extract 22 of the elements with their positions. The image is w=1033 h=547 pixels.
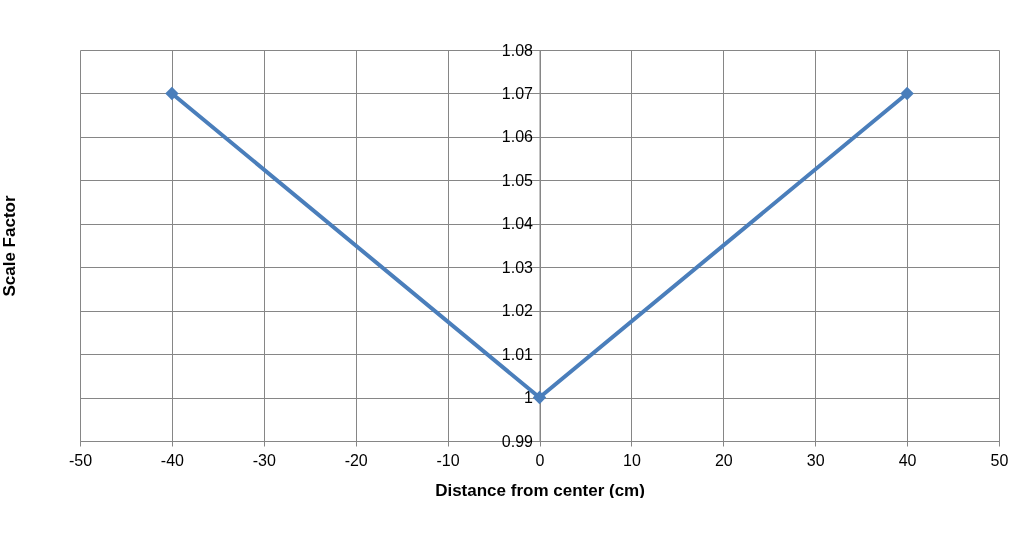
y-tick-label: 0.99 [501, 432, 534, 450]
x-tick-label: 0 [535, 451, 545, 469]
y-tick-label: 1 [524, 389, 534, 407]
y-tick-label: 1.07 [501, 84, 534, 102]
x-tick-label: 30 [806, 451, 825, 469]
x-tick-label: 40 [898, 451, 917, 469]
y-axis-title: Scale Factor [0, 195, 19, 297]
x-tick-label: -40 [160, 451, 185, 469]
x-tick-label: 20 [714, 451, 733, 469]
x-tick-label: -30 [252, 451, 276, 469]
x-tick-label: -10 [436, 451, 460, 469]
x-tick-label: 50 [990, 451, 1009, 469]
y-tick-label: 1.02 [501, 302, 534, 320]
y-tick-label: 1.05 [501, 171, 534, 189]
y-tick-label: 1.04 [501, 215, 534, 233]
x-tick-label: -50 [68, 451, 93, 469]
y-tick-label: 1.08 [501, 41, 534, 59]
x-tick-label: 10 [623, 451, 641, 469]
y-tick-label: 1.06 [501, 128, 534, 146]
y-tick-label: 1.03 [501, 258, 534, 276]
x-tick-label: -20 [344, 451, 368, 469]
y-tick-label: 1.01 [501, 345, 534, 363]
